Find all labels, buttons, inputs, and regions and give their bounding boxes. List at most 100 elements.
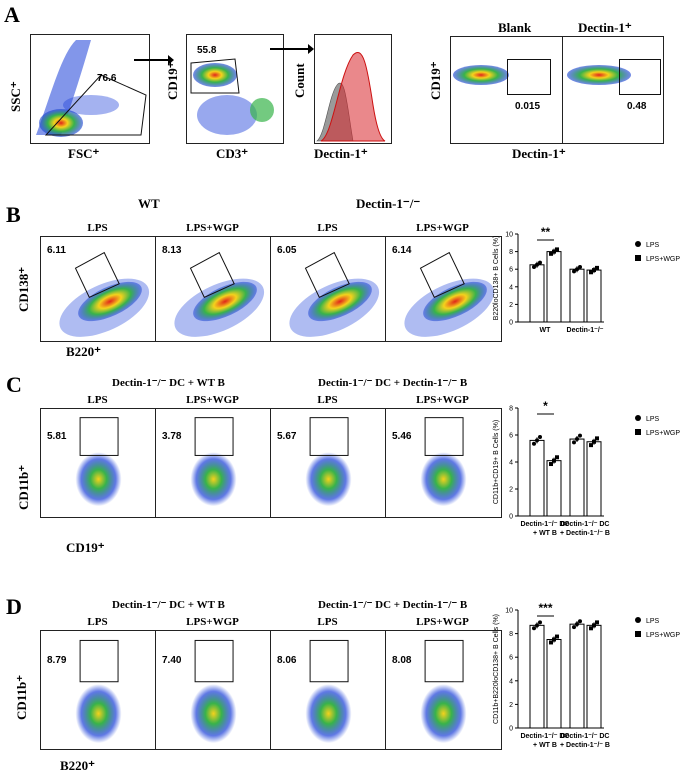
condition-label: LPS [317, 394, 338, 406]
legend-marker-lps [635, 241, 641, 247]
data-point [549, 640, 553, 645]
flow-plot: 8.79 [40, 630, 157, 750]
y-tick-label: 4 [509, 460, 513, 467]
data-point [575, 437, 579, 442]
flow-plot: 5.67 [270, 408, 387, 518]
flow-row-b: LPS 6.11 LPS+WGP 8.13 LPS 6.05 LPS+WGP [40, 222, 502, 342]
ylabel-a2: CD19⁺ [165, 61, 180, 100]
panel-label-b: B [6, 202, 21, 227]
bar-chart-d: 0 2 4 6 8 10 CD11b+B220loCD138+ B Cells (%) Dec… [493, 601, 680, 749]
data-point [535, 262, 539, 267]
density-cloud [305, 417, 352, 507]
condition-label: LPS [87, 616, 108, 628]
data-point [589, 626, 593, 631]
flow-plot: 5.46 [385, 408, 502, 518]
xlabel-c: CD19⁺ [66, 540, 105, 555]
condition-label: LPS+WGP [186, 394, 239, 406]
data-point [592, 623, 596, 628]
y-tick-label: 4 [509, 284, 513, 291]
data-point [595, 620, 599, 625]
xlabel-a4: Dectin-1⁺ [512, 146, 566, 161]
density-cloud [420, 417, 467, 507]
x-category-label: Dectin-1⁻/⁻ [567, 327, 604, 334]
data-point [555, 634, 559, 639]
bar [569, 623, 585, 729]
scatter-dectin-pos: 0.48 [562, 36, 664, 144]
legend-marker-wgp [635, 631, 641, 637]
legend-label-wgp: LPS+WGP [646, 430, 680, 437]
x-category-label: + WT B [533, 742, 557, 749]
group1-d: Dectin-1⁻/⁻ DC + WT B [112, 599, 225, 611]
y-tick-label: 8 [509, 631, 513, 638]
density-cloud [174, 251, 265, 337]
ylabel-d: CD11b⁺ [14, 674, 29, 720]
data-point [589, 443, 593, 448]
x-category-label: Dectin-1⁻/⁻ DC [560, 733, 609, 740]
y-tick-label: 2 [509, 487, 513, 494]
bar [546, 460, 562, 517]
group-wt: WT [138, 196, 160, 211]
legend-label-lps: LPS [646, 618, 660, 625]
gate-percentage: 8.79 [47, 654, 67, 666]
data-point [595, 436, 599, 441]
condition-label: LPS [317, 616, 338, 628]
data-point [555, 455, 559, 460]
y-tick-label: 6 [509, 433, 513, 440]
bar [529, 264, 545, 323]
xlabel-a1: FSC⁺ [68, 146, 100, 161]
data-point [535, 438, 539, 443]
group2-d: Dectin-1⁻/⁻ DC + Dectin-1⁻/⁻ B [318, 599, 468, 611]
bar [546, 639, 562, 729]
flow-plot: 3.78 [155, 408, 272, 518]
data-point [592, 439, 596, 444]
bar [586, 269, 602, 323]
gate-percentage: 7.40 [162, 654, 182, 666]
density-cloud [404, 251, 495, 337]
fsc-ssc-density [36, 40, 147, 137]
flow-plot: 8.13 [155, 236, 272, 342]
density-cloud [289, 251, 380, 337]
bar-chart-c: 0 2 4 6 8 CD11b+CD19+ B Cells (%) Dectin-1⁻/⁻ … [493, 399, 680, 537]
scatter-blank: 0.015 [450, 36, 564, 144]
y-axis-label: B220loCD138+ B Cells (%) [493, 236, 500, 321]
flow-plot: 6.05 [270, 236, 387, 342]
xlabel-d: B220⁺ [60, 758, 96, 773]
gate-arrow-1 [134, 55, 174, 65]
x-category-label: + Dectin-1⁻/⁻ B [560, 530, 610, 537]
cd3-cd19-density [190, 58, 274, 135]
gate-percentage: 6.14 [392, 245, 412, 256]
data-point [575, 267, 579, 272]
y-tick-label: 8 [509, 406, 513, 413]
y-axis-label: CD11b+CD19+ B Cells (%) [493, 420, 500, 504]
condition-label: LPS [87, 222, 108, 234]
title-blank: Blank [498, 20, 532, 35]
data-point [592, 268, 596, 273]
y-tick-label: 6 [509, 267, 513, 274]
data-point [538, 620, 542, 625]
data-point [549, 462, 553, 467]
gate-percentage: 6.11 [47, 245, 66, 256]
xlabel-b: B220⁺ [66, 344, 102, 359]
histogram-dectin [314, 34, 392, 144]
bar [569, 438, 585, 517]
dectin-histogram [316, 52, 386, 142]
scatter-fsc-ssc: 76.6 [30, 34, 150, 144]
y-axis-label: CD11b+B220loCD138+ B Cells (%) [493, 614, 500, 724]
xlabel-a2: CD3⁺ [216, 146, 249, 161]
density-cloud [190, 639, 237, 744]
data-point [578, 619, 582, 624]
ylabel-a3: Count [292, 63, 307, 98]
data-point [549, 251, 553, 256]
gate-percentage: 5.67 [277, 430, 297, 442]
ylabel-a1: SSC⁺ [8, 81, 23, 112]
gate-percentage: 8.13 [162, 245, 182, 256]
bar [529, 624, 545, 729]
group1-c: Dectin-1⁻/⁻ DC + WT B [112, 377, 225, 389]
condition-label: LPS+WGP [186, 222, 239, 234]
density-cloud [75, 639, 122, 744]
data-point [532, 626, 536, 631]
density-cloud [305, 639, 352, 744]
y-tick-label: 2 [509, 302, 513, 309]
bar [546, 251, 562, 323]
gate-percentage: 8.06 [277, 654, 297, 666]
